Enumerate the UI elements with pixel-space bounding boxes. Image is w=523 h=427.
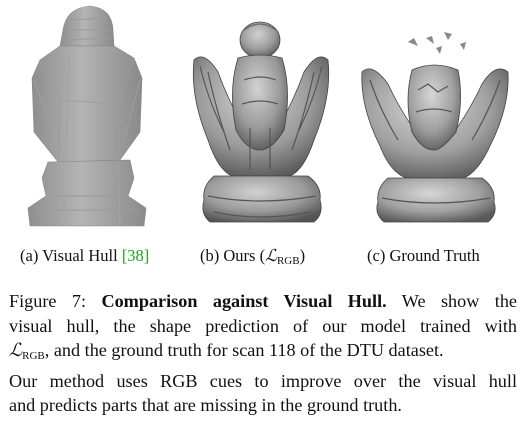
subcaption-visual-hull: (a) Visual Hull [38] — [20, 246, 149, 266]
figure-label: Figure 7: — [9, 291, 87, 311]
subcaption-text: (c) Ground Truth — [367, 246, 480, 265]
citation-link[interactable]: [38] — [121, 246, 150, 265]
loss-symbol: ℒ — [9, 340, 23, 361]
caption-line-3: ℒRGB, and the ground truth for scan 118 … — [9, 338, 517, 369]
caption-line-5: and predicts parts that are missing in t… — [9, 395, 402, 416]
figure-caption: Figure 7: Comparison against Visual Hull… — [9, 289, 517, 418]
subcaption-text: (a) Visual Hull — [20, 246, 122, 265]
subcaption-ours: (b) Ours (ℒRGB) — [200, 246, 305, 267]
visual-hull-image — [0, 0, 174, 240]
loss-subscript: RGB — [276, 255, 300, 267]
loss-symbol: ℒ — [265, 246, 277, 265]
caption-line-1: Figure 7: Comparison against Visual Hull… — [9, 289, 517, 314]
caption-line-2: visual hull, the shape prediction of our… — [9, 315, 517, 336]
subcaption-text-end: ) — [299, 246, 306, 265]
loss-subscript: RGB — [22, 350, 45, 363]
caption-text: We show the — [401, 291, 517, 311]
subcaption-text: (b) Ours ( — [200, 246, 266, 265]
caption-title: Comparison against Visual Hull. — [101, 291, 387, 311]
ground-truth-image — [348, 0, 522, 240]
ours-prediction-image — [174, 0, 348, 240]
caption-line-4: Our method uses RGB cues to improve over… — [9, 370, 517, 391]
subcaption-ground-truth: (c) Ground Truth — [367, 246, 480, 266]
caption-text: , and the ground truth for scan 118 of t… — [44, 340, 444, 361]
